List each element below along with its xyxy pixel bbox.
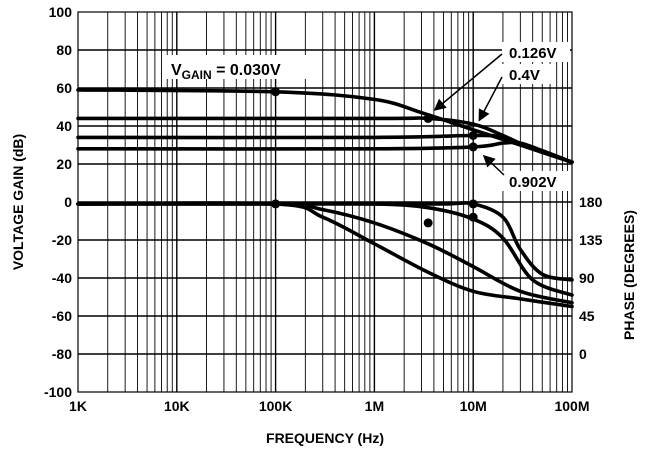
data-point-marker — [468, 212, 478, 222]
y-tick-label: 0 — [64, 194, 72, 210]
y-tick-label: 40 — [56, 118, 72, 134]
y2-tick-label: 0 — [579, 346, 587, 362]
y2-tick-labels: 180 135 90 45 0 — [579, 194, 603, 362]
plot-frame — [77, 11, 573, 393]
y-tick-label: 80 — [56, 42, 72, 58]
y-tick-label: -60 — [52, 308, 72, 324]
vgain-annotation: VGAIN = 0.030V — [171, 62, 281, 82]
label-0902-bg — [502, 171, 570, 191]
phase-curve — [76, 201, 574, 282]
y2-axis-label: PHASE (DEGREES) — [621, 210, 637, 340]
data-point-marker — [271, 87, 281, 97]
x-tick-label: 1K — [69, 398, 87, 414]
label-04-bg — [502, 64, 552, 84]
data-point-marker — [271, 199, 281, 209]
y-tick-label: -100 — [44, 384, 72, 400]
y-tick-label: -20 — [52, 232, 72, 248]
series-lines — [76, 88, 574, 309]
arrow-0126 — [433, 53, 503, 111]
y-tick-label: 60 — [56, 80, 72, 96]
label-04: 0.4V — [509, 67, 540, 84]
y-tick-label: -80 — [52, 346, 72, 362]
x-axis-label: FREQUENCY (Hz) — [266, 430, 384, 446]
data-point-marker — [423, 113, 433, 123]
x-tick-labels: 1K 10K 100K 1M 10M 100M — [69, 398, 589, 414]
x-tick-label: 1M — [365, 398, 384, 414]
gain-curve — [76, 116, 574, 164]
vgain-sub: GAIN — [182, 68, 212, 82]
vgain-rest: = 0.030V — [212, 62, 281, 79]
arrow-0902 — [482, 154, 505, 176]
vgain-label-bg — [166, 55, 308, 79]
x-tick-label: 10M — [460, 398, 487, 414]
arrow-04 — [478, 76, 503, 122]
y2-tick-label: 45 — [579, 308, 595, 324]
label-0126-bg — [502, 42, 570, 62]
x-tick-label: 100K — [259, 398, 292, 414]
y-tick-label: -40 — [52, 270, 72, 286]
y-tick-labels: 100 80 60 40 20 0 -20 -40 -60 -80 -100 — [44, 4, 72, 400]
vgain-main: V — [171, 62, 182, 79]
data-point-marker — [468, 131, 478, 140]
data-point-marker — [423, 218, 433, 228]
label-0126: 0.126V — [509, 45, 557, 62]
gain-curve — [76, 140, 574, 164]
x-tick-label: 100M — [554, 398, 589, 414]
series-markers — [271, 87, 478, 228]
data-point-marker — [468, 142, 478, 152]
x-tick-label: 10K — [164, 398, 190, 414]
y2-tick-label: 180 — [579, 194, 603, 210]
y-axis-label: VOLTAGE GAIN (dB) — [10, 134, 26, 270]
phase-curve — [76, 201, 574, 309]
y-tick-label: 100 — [49, 4, 73, 20]
y2-tick-label: 135 — [579, 232, 603, 248]
y-tick-label: 20 — [56, 156, 72, 172]
data-point-marker — [468, 199, 478, 209]
y2-tick-label: 90 — [579, 270, 595, 286]
label-0902: 0.902V — [509, 174, 557, 191]
